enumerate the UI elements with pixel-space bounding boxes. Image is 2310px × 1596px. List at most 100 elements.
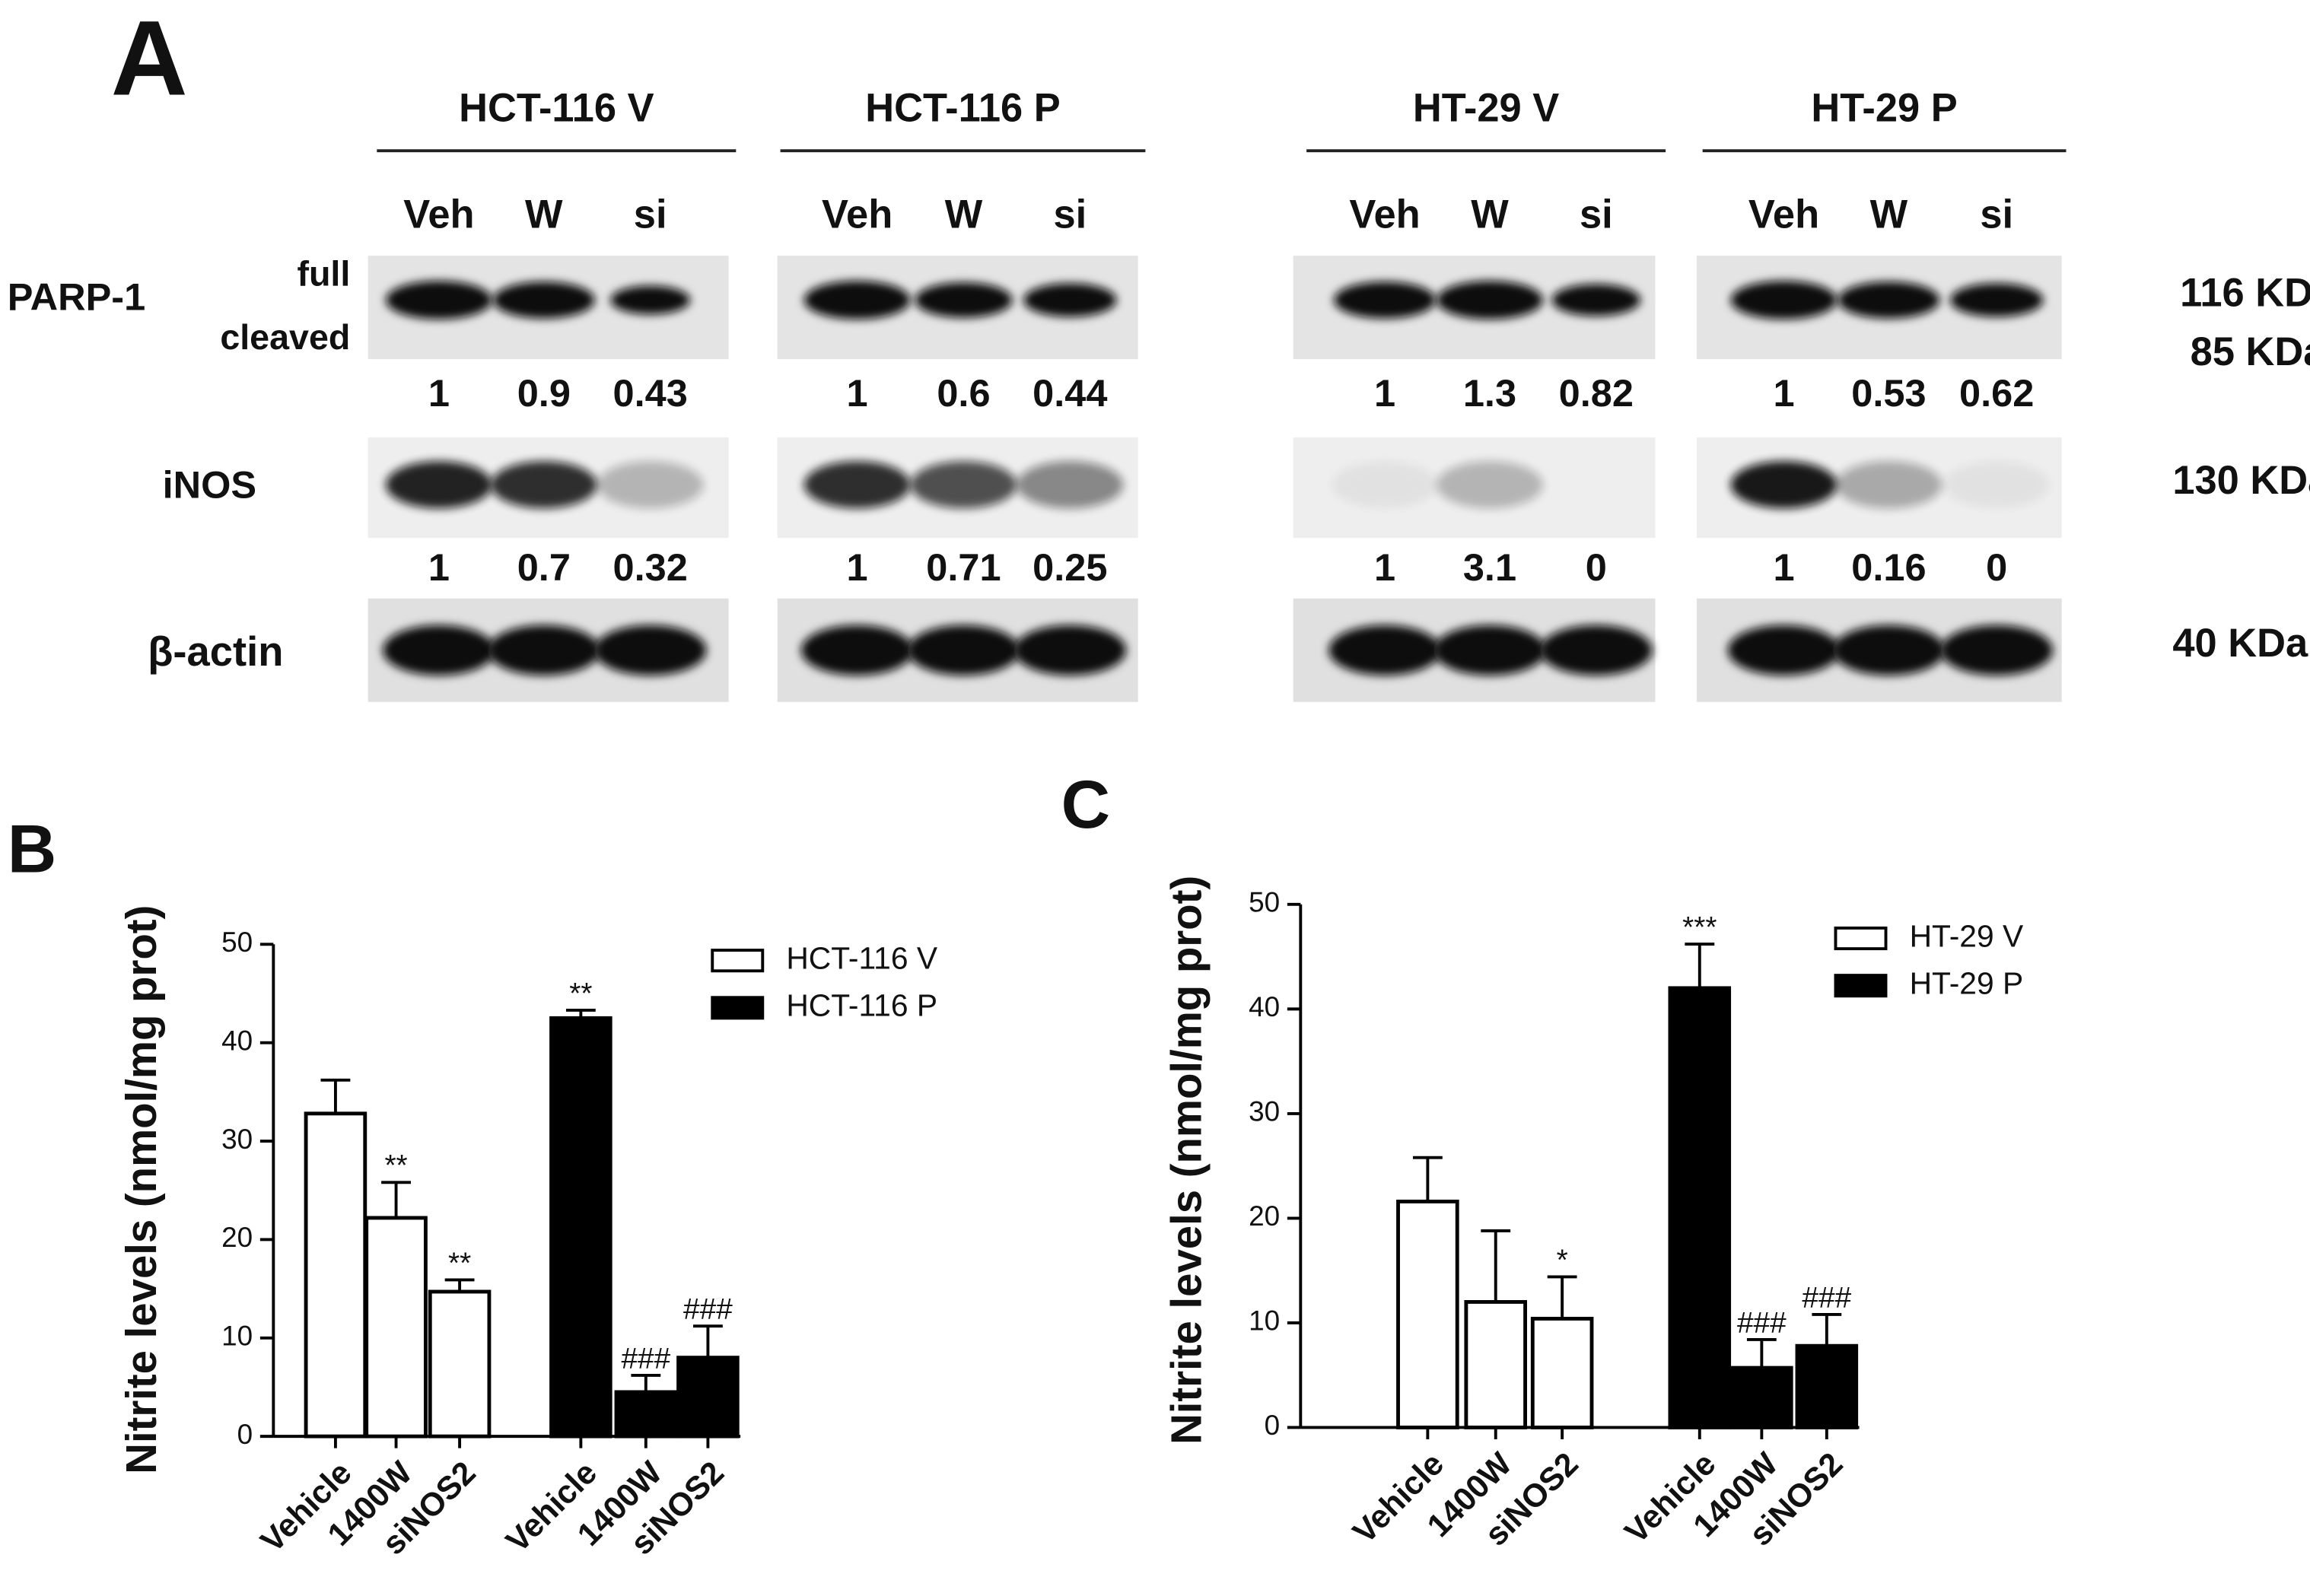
group-header: HCT-116 V xyxy=(459,87,654,131)
y-tick-label: 40 xyxy=(1249,991,1280,1022)
quant-label: 1 xyxy=(847,545,868,589)
bar xyxy=(1396,1199,1459,1429)
row-label: cleaved xyxy=(220,317,350,357)
band xyxy=(803,461,911,509)
bar xyxy=(676,1356,740,1439)
band xyxy=(490,461,597,509)
size-label: 116 KDa xyxy=(2180,271,2310,315)
band xyxy=(597,461,704,509)
quant-label: 1 xyxy=(1773,545,1794,589)
quant-label: 0.9 xyxy=(517,371,571,415)
band xyxy=(1940,625,2054,676)
band xyxy=(915,282,1013,318)
lane-label: W xyxy=(1471,192,1509,237)
band xyxy=(1950,283,2044,317)
band xyxy=(800,625,914,676)
row-label: PARP-1 xyxy=(8,275,145,319)
significance: ### xyxy=(1737,1307,1787,1340)
band xyxy=(492,281,595,319)
significance: ** xyxy=(569,978,592,1010)
group-header: HT-29 V xyxy=(1413,87,1559,131)
quant-label: 1.3 xyxy=(1463,371,1516,415)
band xyxy=(1334,281,1437,319)
legend-label: HCT-116 V xyxy=(786,940,937,975)
quant-label: 0.43 xyxy=(613,371,688,415)
significance: ### xyxy=(621,1343,670,1375)
band xyxy=(907,625,1020,676)
band xyxy=(1540,625,1653,676)
y-tick-label: 20 xyxy=(1249,1200,1280,1232)
y-tick-label: 20 xyxy=(221,1222,253,1253)
row-label: iNOS xyxy=(163,463,256,506)
lane-label: Veh xyxy=(1748,192,1819,237)
legend-swatch xyxy=(1834,926,1888,951)
quant-label: 0.32 xyxy=(613,545,688,589)
band xyxy=(1013,625,1127,676)
lane-label: si xyxy=(1053,192,1087,237)
band xyxy=(1437,461,1543,509)
quant-label: 1 xyxy=(1374,371,1395,415)
significance: ### xyxy=(1802,1282,1851,1315)
legend-swatch xyxy=(1834,974,1888,998)
y-axis-label: Nitrite levels (nmol/mg prot) xyxy=(1163,876,1211,1445)
band xyxy=(1551,284,1641,316)
size-label: 130 KDa xyxy=(2172,459,2310,503)
panel-letter: A xyxy=(111,0,188,117)
significance: *** xyxy=(1682,911,1717,944)
band xyxy=(385,461,492,509)
band xyxy=(1832,625,1946,676)
y-tick-label: 30 xyxy=(221,1124,253,1155)
quant-label: 0.53 xyxy=(1851,371,1926,415)
quant-label: 0.71 xyxy=(926,545,1001,589)
lane-label: si xyxy=(634,192,667,237)
y-axis-label: Nitrite levels (nmol/mg prot) xyxy=(117,905,165,1474)
band xyxy=(910,461,1017,509)
band xyxy=(610,285,691,315)
significance: ### xyxy=(683,1293,733,1326)
band xyxy=(1943,461,2051,509)
size-label: 40 KDa xyxy=(2172,622,2308,666)
quant-label: 0 xyxy=(1986,545,2007,589)
size-label: 85 KDa xyxy=(2191,330,2310,374)
lane-label: Veh xyxy=(403,192,474,237)
y-tick-label: 30 xyxy=(1249,1096,1280,1127)
group-header: HT-29 P xyxy=(1811,87,1957,131)
band xyxy=(1437,281,1543,320)
bar xyxy=(304,1111,368,1439)
legend-label: HT-29 V xyxy=(1910,918,2024,953)
y-tick-label: 10 xyxy=(1249,1305,1280,1337)
panel-letter: B xyxy=(8,810,57,886)
legend-label: HT-29 P xyxy=(1910,965,2024,1000)
row-label: full xyxy=(297,254,350,294)
bar xyxy=(1530,1317,1594,1429)
y-tick-label: 40 xyxy=(221,1025,253,1056)
band xyxy=(487,625,600,676)
bar xyxy=(364,1216,428,1439)
significance: ** xyxy=(448,1247,471,1280)
quant-label: 1 xyxy=(847,371,868,415)
band xyxy=(1017,461,1124,509)
x-tick-label: Vehicle xyxy=(1346,1445,1451,1550)
bar xyxy=(1795,1343,1859,1429)
band xyxy=(383,625,495,676)
lane-label: W xyxy=(1870,192,1908,237)
lane-label: W xyxy=(525,192,563,237)
bar xyxy=(614,1390,678,1439)
band xyxy=(1730,281,1838,320)
quant-label: 0.6 xyxy=(937,371,990,415)
quant-label: 1 xyxy=(1374,545,1395,589)
band xyxy=(385,281,492,320)
quant-label: 0 xyxy=(1586,545,1607,589)
band xyxy=(1332,461,1438,509)
quant-label: 1 xyxy=(428,371,450,415)
y-tick-label: 50 xyxy=(221,927,253,958)
lane-label: Veh xyxy=(822,192,892,237)
quant-label: 0.62 xyxy=(1959,371,2034,415)
quant-label: 0.25 xyxy=(1032,545,1107,589)
band xyxy=(1838,281,1940,319)
group-header: HCT-116 P xyxy=(865,87,1060,131)
band xyxy=(803,281,911,320)
legend-swatch xyxy=(711,996,765,1020)
lane-label: si xyxy=(1580,192,1613,237)
